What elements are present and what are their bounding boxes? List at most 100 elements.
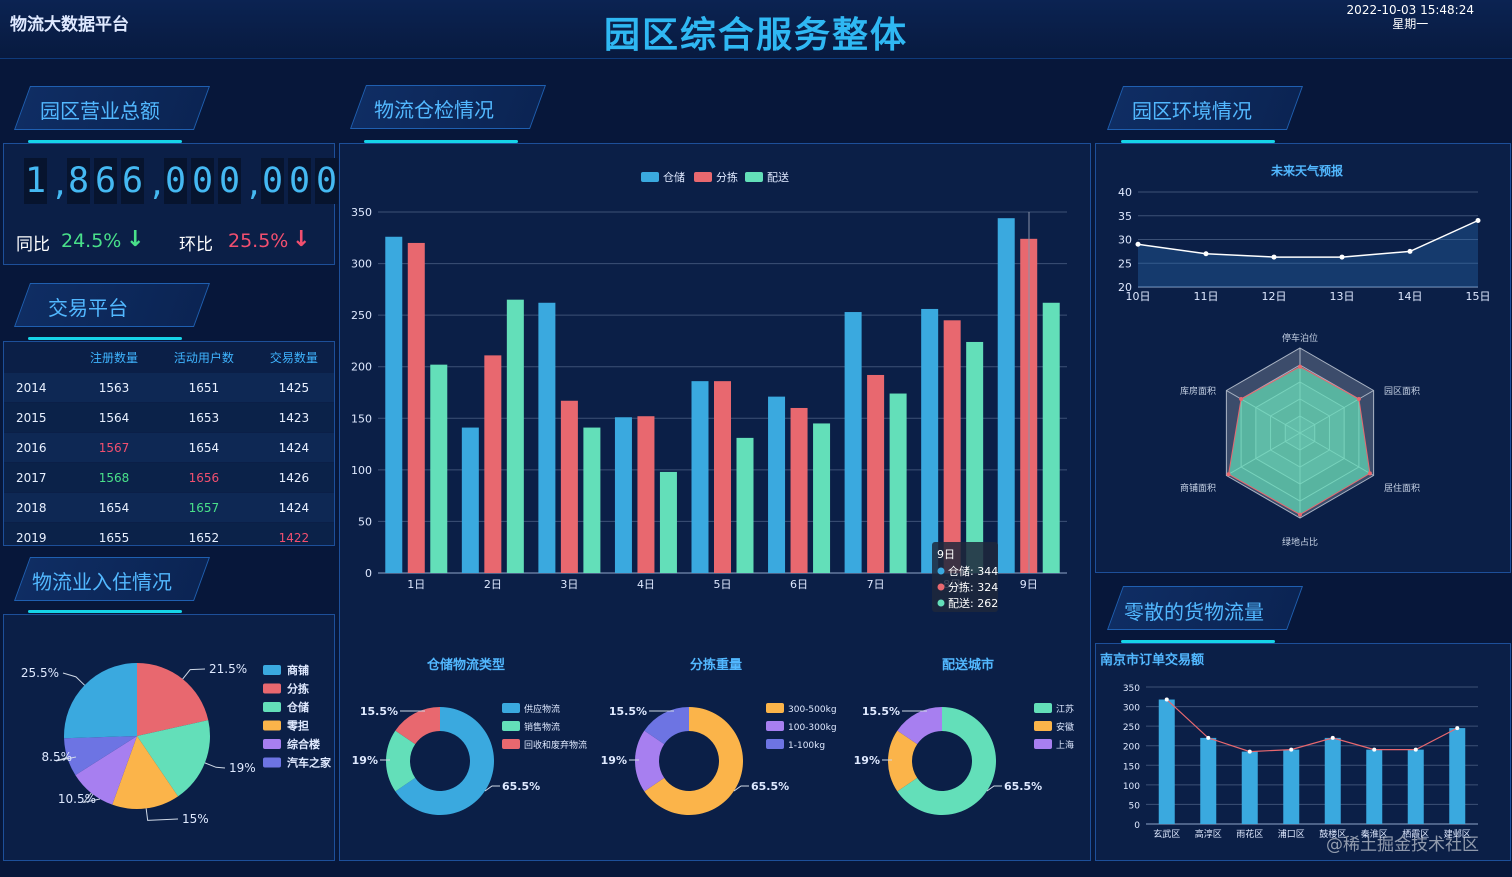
donut-slice[interactable] — [395, 707, 440, 745]
page-title: 园区综合服务整体 — [603, 15, 908, 56]
tooltip-dot — [937, 583, 945, 591]
donut-slice[interactable] — [644, 706, 743, 815]
label-line — [484, 785, 500, 792]
bar-分拣[interactable] — [943, 320, 961, 573]
bar-仓储[interactable] — [385, 236, 403, 574]
pie-slice[interactable] — [137, 663, 209, 736]
donut-slice[interactable] — [897, 707, 942, 745]
donut-slice[interactable] — [644, 707, 689, 745]
table-row: 2016 1567 1654 1424 — [4, 432, 334, 463]
data-point[interactable] — [1407, 248, 1413, 254]
bar[interactable] — [1366, 749, 1383, 824]
bar-分拣[interactable] — [407, 242, 425, 573]
x-tick-label: 浦口区 — [1278, 828, 1305, 840]
y-tick-label: 35 — [1118, 210, 1132, 223]
legend-swatch — [1034, 703, 1052, 713]
bar-配送[interactable] — [430, 364, 448, 573]
digit-cell: 8 — [67, 158, 90, 204]
bar-分拣[interactable] — [637, 416, 655, 573]
donut-slice[interactable] — [386, 730, 416, 792]
donut-value-label: 19% — [352, 754, 378, 767]
pie-value-label: 10.5% — [58, 792, 96, 806]
bar-配送[interactable] — [1042, 302, 1060, 573]
y-tick-label: 200 — [351, 361, 372, 374]
legend-swatch — [641, 172, 659, 182]
x-tick-label: 5日 — [714, 578, 732, 591]
data-point[interactable] — [1339, 254, 1345, 260]
donut-slice[interactable] — [888, 730, 918, 792]
legend-swatch — [263, 720, 281, 731]
data-point[interactable] — [1475, 218, 1481, 223]
bar-配送[interactable] — [583, 427, 601, 573]
bar-配送[interactable] — [659, 471, 677, 573]
table-header: 交易数量 — [269, 350, 318, 365]
donut-slice[interactable] — [897, 706, 996, 815]
bar[interactable] — [1324, 737, 1341, 824]
bar[interactable] — [1449, 728, 1466, 824]
bar[interactable] — [1407, 749, 1424, 824]
warehouse-panel: 0501001502002503003501日2日3日4日5日6日7日8日9日仓… — [339, 143, 1091, 861]
tooltip-title: 9日 — [937, 548, 955, 561]
pie-slice[interactable] — [64, 736, 137, 776]
bar-仓储[interactable] — [461, 427, 479, 573]
tooltip-box — [932, 542, 998, 612]
donut-slice[interactable] — [635, 730, 665, 792]
x-tick-label: 10日 — [1126, 290, 1151, 303]
bar-仓储[interactable] — [921, 308, 939, 573]
trade-panel: 注册数量 活动用户数 交易数量 2014 1563 1651 1425 2015 1564… — [3, 341, 335, 546]
bar-分拣[interactable] — [790, 407, 808, 573]
bar-仓储[interactable] — [768, 396, 786, 573]
radar-point — [1356, 397, 1361, 401]
y-tick-label: 250 — [351, 309, 372, 322]
donut-slice[interactable] — [395, 706, 495, 816]
bar-仓储[interactable] — [614, 417, 632, 573]
deals-cell: 1424 — [253, 492, 334, 523]
bar-仓储[interactable] — [997, 218, 1015, 573]
trend-line — [1166, 699, 1458, 753]
pie-slice[interactable] — [64, 663, 137, 739]
radar-indicator-label: 商铺面积 — [1180, 482, 1216, 494]
bar-分拣[interactable] — [714, 381, 731, 573]
digit-separator: , — [245, 168, 264, 203]
table-header: 注册数量 — [90, 350, 139, 365]
bar-仓储[interactable] — [538, 302, 556, 573]
bar-配送[interactable] — [966, 341, 984, 573]
bar-分拣[interactable] — [484, 355, 502, 573]
table-header — [4, 342, 74, 373]
pie-slice[interactable] — [75, 736, 137, 805]
digit-separator: , — [51, 168, 70, 203]
bar[interactable] — [1283, 749, 1300, 824]
header-bar: 物流大数据平台 园区综合服务整体 2022-10-03 15:48:24 星期一 — [0, 0, 1512, 59]
bar-配送[interactable] — [889, 393, 907, 573]
trade-title: 交易平台 — [48, 296, 128, 320]
digit-cell: 0 — [261, 158, 284, 204]
bar-配送[interactable] — [506, 299, 524, 573]
year-cell: 2019 — [4, 522, 74, 545]
bar[interactable] — [1200, 737, 1217, 824]
pie-slice[interactable] — [112, 736, 179, 809]
bar-仓储[interactable] — [691, 381, 709, 573]
legend-swatch — [1034, 721, 1052, 731]
pie-slice[interactable] — [137, 720, 210, 797]
bar-配送[interactable] — [736, 437, 754, 573]
bar[interactable] — [1158, 699, 1175, 824]
bar-分拣[interactable] — [867, 374, 885, 573]
data-point[interactable] — [1135, 241, 1141, 247]
data-point[interactable] — [1203, 251, 1209, 257]
legend-label: 汽车之家 — [287, 756, 332, 770]
x-tick-label: 12日 — [1262, 290, 1287, 303]
data-point[interactable] — [1271, 254, 1277, 260]
bar[interactable] — [1241, 751, 1258, 824]
year-cell: 2016 — [4, 432, 74, 463]
trend-point — [1164, 697, 1169, 702]
trend-point — [1289, 747, 1294, 752]
bar-仓储[interactable] — [844, 312, 862, 573]
watermark: @稀土掘金技术社区 — [1326, 835, 1479, 855]
bar-配送[interactable] — [813, 423, 831, 573]
bar-分拣[interactable] — [560, 400, 578, 573]
x-tick-label: 4日 — [637, 578, 655, 591]
radar-point — [1226, 472, 1231, 477]
x-tick-label: 13日 — [1330, 290, 1355, 303]
